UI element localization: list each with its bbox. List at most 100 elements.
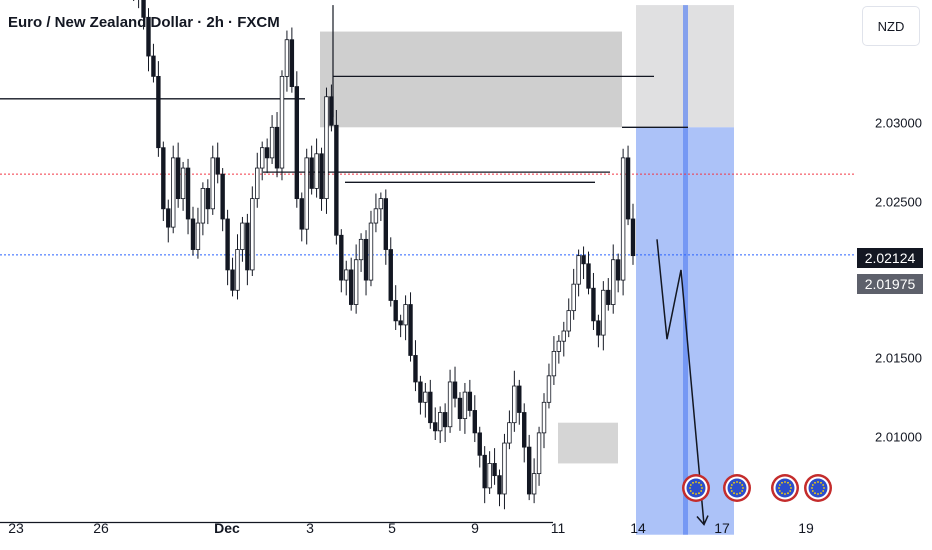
candle-body — [264, 147, 270, 159]
candle-body — [324, 96, 329, 200]
candle-body — [522, 412, 527, 448]
x-tick-label: 11 — [550, 520, 566, 536]
candle-body — [526, 446, 532, 495]
candle-body — [166, 208, 171, 228]
candle-body — [462, 391, 468, 420]
candle-body — [413, 355, 418, 383]
candle-body — [230, 269, 235, 291]
candle-body — [452, 381, 458, 399]
candle-body — [383, 198, 389, 250]
eu-event-icon[interactable] — [771, 474, 799, 502]
candle-body — [566, 310, 571, 332]
candle-body — [472, 410, 477, 434]
candle-body — [447, 381, 453, 428]
candle-body — [388, 249, 393, 301]
x-tick-label: 26 — [93, 520, 109, 536]
candle-body — [561, 330, 566, 342]
candle-body — [512, 385, 517, 424]
candle-body — [319, 153, 324, 200]
candle-body — [190, 218, 196, 250]
eu-event-icon[interactable] — [804, 474, 832, 502]
candle-body — [408, 304, 413, 356]
candle-body — [546, 375, 552, 403]
candle-body — [517, 385, 522, 413]
candle-body — [556, 340, 562, 352]
candle-body — [284, 39, 290, 77]
candle-body — [141, 0, 146, 18]
candle-body — [615, 259, 621, 281]
candle-body — [309, 157, 314, 189]
candle-body — [294, 86, 300, 200]
projection-path — [656, 239, 705, 525]
candle-body — [363, 238, 369, 281]
candle-body — [240, 222, 245, 250]
candle-body — [541, 401, 547, 434]
candle-body — [536, 432, 542, 475]
candle-body — [625, 157, 631, 220]
candle-body — [373, 208, 379, 224]
candle-body — [279, 75, 285, 169]
candle-body — [507, 422, 512, 444]
marker-price-tag: 2.01975 — [857, 274, 923, 294]
candle-body — [334, 124, 339, 236]
y-tick-label: 2.01500 — [875, 350, 922, 366]
candle-body — [571, 283, 576, 312]
x-tick-label: 3 — [306, 520, 314, 536]
candle-body — [210, 157, 215, 210]
candle-body — [398, 320, 403, 326]
x-tick-label: 14 — [630, 520, 646, 536]
y-tick-label: 2.02500 — [875, 194, 922, 210]
y-tick-label: 2.01000 — [875, 429, 922, 445]
eu-event-icon[interactable] — [682, 474, 710, 502]
x-tick-label: 5 — [388, 520, 396, 536]
candle-body — [428, 391, 433, 424]
candle-body — [289, 39, 295, 87]
y-tick-label: 2.03000 — [875, 115, 922, 131]
candle-body — [497, 475, 502, 495]
candle-body — [596, 320, 601, 336]
candle-body — [353, 259, 359, 305]
candle-body — [175, 157, 181, 200]
candle-body — [274, 126, 280, 169]
candle-body — [225, 218, 230, 271]
eu-event-icon[interactable] — [723, 474, 751, 502]
candle-body — [611, 259, 616, 305]
candle-body — [378, 198, 384, 210]
candle-body — [250, 198, 255, 271]
candle-body — [314, 153, 319, 189]
candle-body — [418, 381, 423, 403]
currency-button[interactable]: NZD — [862, 6, 920, 46]
candle-body — [146, 16, 151, 57]
candle-body — [576, 255, 581, 285]
candle-body — [220, 173, 225, 220]
candle-body — [358, 238, 364, 261]
candle-body — [423, 391, 428, 403]
candle-body — [195, 222, 201, 250]
candle-body — [260, 147, 265, 169]
candle-body — [601, 289, 606, 336]
candle-body — [630, 218, 636, 257]
candle-body — [437, 412, 443, 432]
candle-body — [591, 287, 596, 322]
candle-body — [620, 157, 626, 281]
candle-body — [235, 249, 240, 291]
candle-body — [171, 157, 176, 228]
candle-body — [492, 463, 497, 477]
candle-body — [581, 255, 586, 265]
candle-body — [467, 391, 473, 411]
candle-body — [245, 222, 250, 271]
candle-body — [368, 222, 374, 281]
candle-body — [344, 269, 349, 281]
candle-body — [393, 300, 398, 322]
chart-title: Euro / New Zealand Dollar · 2h · FXCM — [8, 14, 280, 31]
x-tick-label: Dec — [214, 520, 240, 536]
candle-body — [205, 188, 211, 210]
last-price-tag: 2.02124 — [857, 248, 923, 268]
candle-body — [156, 75, 161, 149]
x-tick-label: 17 — [714, 520, 730, 536]
x-tick-label: 19 — [798, 520, 814, 536]
candle-body — [161, 147, 166, 210]
supply-zone — [320, 31, 622, 128]
